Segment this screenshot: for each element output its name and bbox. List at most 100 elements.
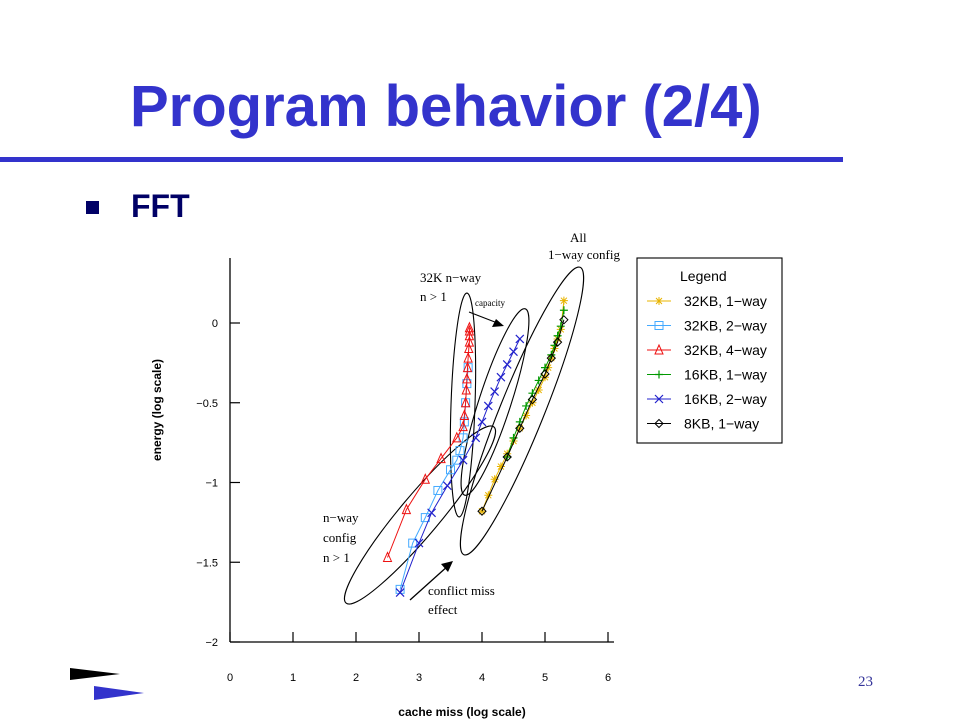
legend-label: 32KB, 4−way bbox=[684, 342, 767, 358]
annotation-capacity: capacity bbox=[475, 298, 505, 308]
legend-item: 16KB, 1−way bbox=[647, 367, 767, 383]
y-tick-label: −1.5 bbox=[196, 557, 218, 569]
data-point bbox=[436, 452, 446, 464]
data-point bbox=[546, 353, 557, 363]
data-point bbox=[464, 342, 474, 354]
data-point bbox=[540, 369, 550, 379]
conflict-miss-arrow bbox=[409, 561, 453, 601]
slide-title: Program behavior (2/4) bbox=[130, 74, 762, 139]
y-tick-label: −1 bbox=[205, 478, 218, 490]
legend-item: 16KB, 2−way bbox=[647, 391, 767, 407]
data-point bbox=[502, 452, 512, 462]
data-point bbox=[442, 481, 452, 491]
data-point bbox=[490, 387, 500, 397]
y-tick-label: −0.5 bbox=[196, 398, 218, 410]
annotation-all-1way-line2: 1−way config bbox=[548, 247, 620, 262]
legend-label: 8KB, 1−way bbox=[684, 416, 759, 432]
series-layer bbox=[382, 296, 569, 597]
legend-marker bbox=[655, 297, 663, 305]
data-point bbox=[502, 360, 512, 369]
y-tick-marks: 0 −0.5 −1 −1.5 −2 bbox=[196, 318, 240, 649]
annotation-nway-line1: n−way bbox=[323, 510, 359, 525]
x-tick-label: 6 bbox=[605, 672, 611, 684]
data-point bbox=[490, 475, 499, 484]
legend-label: 16KB, 1−way bbox=[684, 367, 767, 383]
legend-item: 8KB, 1−way bbox=[647, 416, 759, 432]
annotation-32k-nway-line2: n > 1 bbox=[420, 289, 447, 304]
data-point bbox=[464, 321, 475, 333]
data-point bbox=[427, 508, 437, 518]
series-5 bbox=[477, 315, 569, 516]
annotation-conflict-line1: conflict miss bbox=[428, 583, 495, 598]
data-point bbox=[515, 334, 525, 344]
cluster-all-1way-ellipse bbox=[459, 266, 585, 556]
x-tick-label: 3 bbox=[416, 672, 422, 684]
data-point bbox=[559, 315, 569, 325]
data-point bbox=[496, 372, 506, 382]
title-underline bbox=[0, 157, 843, 162]
legend-marker bbox=[654, 321, 664, 330]
data-point bbox=[509, 347, 518, 357]
data-point bbox=[401, 503, 412, 515]
data-point bbox=[471, 433, 481, 443]
data-point bbox=[455, 446, 465, 456]
data-point bbox=[522, 411, 531, 420]
data-point bbox=[461, 383, 472, 395]
data-point bbox=[414, 538, 424, 548]
cluster-capacity-ellipse bbox=[460, 308, 530, 496]
data-point bbox=[433, 485, 443, 495]
data-point bbox=[484, 491, 493, 500]
data-point bbox=[541, 373, 549, 382]
data-point bbox=[395, 588, 405, 597]
data-point bbox=[477, 417, 487, 427]
data-point bbox=[420, 473, 431, 484]
legend-title: Legend bbox=[680, 268, 727, 284]
data-point bbox=[515, 423, 525, 433]
data-point bbox=[452, 431, 462, 443]
data-point bbox=[464, 324, 475, 336]
legend-marker bbox=[654, 394, 664, 404]
data-point bbox=[460, 396, 471, 408]
data-point bbox=[478, 507, 486, 516]
legend: Legend 32KB, 1−way 32KB, 2−way 32KB, 4−way… bbox=[636, 257, 783, 444]
data-point bbox=[458, 420, 468, 432]
data-point bbox=[483, 401, 493, 411]
data-point bbox=[462, 372, 472, 384]
data-point bbox=[556, 322, 565, 331]
x-tick-label: 5 bbox=[542, 672, 548, 684]
cluster-32k-nway-ellipse bbox=[449, 292, 477, 518]
double-arrow-logo-icon bbox=[70, 668, 144, 700]
y-tick-label: 0 bbox=[212, 318, 218, 330]
data-point bbox=[527, 394, 538, 405]
data-point bbox=[496, 462, 505, 471]
legend-marker bbox=[654, 343, 664, 355]
legend-items: 32KB, 1−way 32KB, 2−way 32KB, 4−way 16KB, 1… bbox=[647, 293, 767, 432]
data-point bbox=[446, 465, 455, 475]
legend-label: 32KB, 1−way bbox=[684, 293, 767, 309]
series-4 bbox=[395, 334, 525, 597]
data-point bbox=[559, 296, 568, 305]
cluster-nway-ellipse bbox=[343, 425, 497, 605]
x-axis-title: cache miss (log scale) bbox=[398, 705, 525, 719]
data-point bbox=[464, 335, 475, 347]
series-2 bbox=[382, 321, 475, 562]
series-line bbox=[387, 327, 470, 558]
capacity-arrow bbox=[468, 311, 504, 327]
annotation-32k-nway-line1: 32K n−way bbox=[420, 270, 482, 285]
page-number: 23 bbox=[858, 674, 873, 690]
annotation-nway-line2: config bbox=[323, 530, 357, 545]
data-point bbox=[452, 455, 462, 465]
data-point bbox=[528, 398, 537, 407]
data-point bbox=[534, 385, 543, 394]
legend-item: 32KB, 1−way bbox=[647, 293, 767, 309]
data-point bbox=[459, 409, 470, 421]
annotation-nway-line3: n > 1 bbox=[323, 550, 350, 565]
data-point bbox=[477, 506, 487, 516]
legend-marker bbox=[654, 418, 664, 429]
annotation-all-1way-line1: All bbox=[570, 230, 587, 245]
annotation-conflict-line2: effect bbox=[428, 602, 458, 617]
x-tick-label: 2 bbox=[353, 672, 359, 684]
data-point bbox=[462, 361, 473, 373]
x-tick-label: 0 bbox=[227, 672, 233, 684]
